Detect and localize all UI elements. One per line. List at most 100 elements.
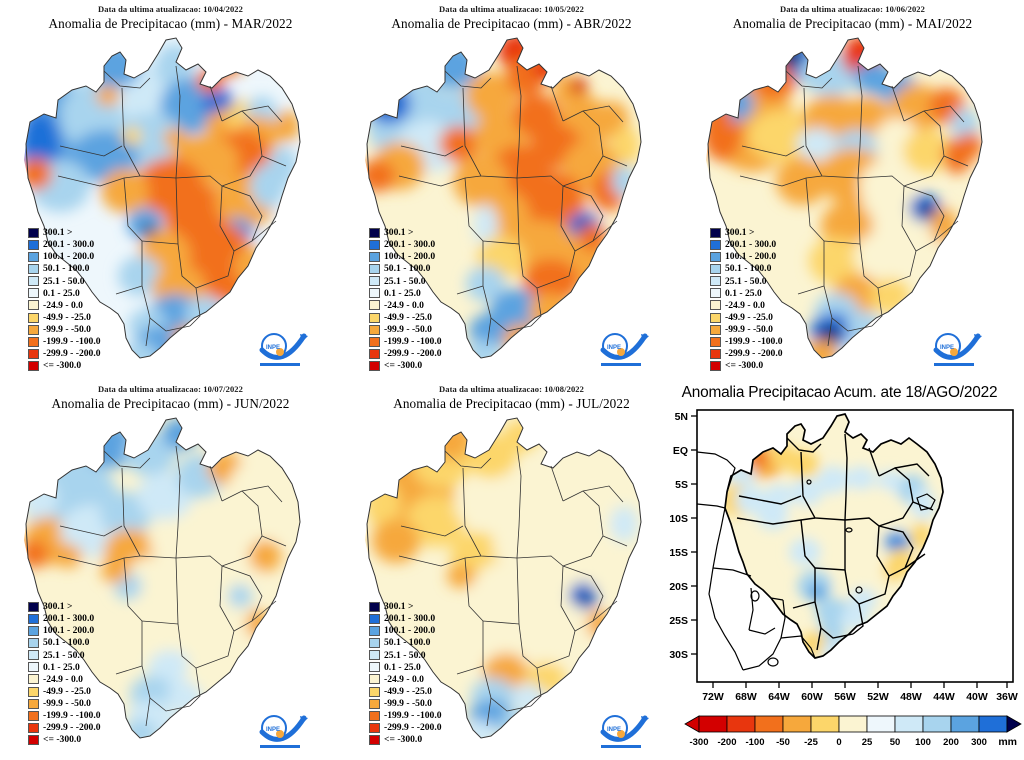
legend-row: -99.9 - -50.0 bbox=[710, 324, 838, 336]
legend-row: -199.9 - -100.0 bbox=[710, 336, 838, 348]
inpe-logo: INPE bbox=[593, 330, 655, 370]
legend-row: 100.1 - 200.0 bbox=[28, 625, 156, 637]
legend-row: 25.1 - 50.0 bbox=[710, 275, 838, 287]
legend-label: 0.1 - 25.0 bbox=[725, 287, 762, 299]
legend-row: 200.1 - 300.0 bbox=[369, 613, 497, 625]
xtick-label: 60W bbox=[801, 691, 823, 703]
legend-label: -24.9 - 0.0 bbox=[43, 299, 83, 311]
colorbar-tick: 0 bbox=[836, 737, 841, 748]
legend-row: 100.1 - 200.0 bbox=[710, 251, 838, 263]
legend-abr2022: 300.1 > 200.1 - 300.0 100.1 - 200.0 50.1… bbox=[369, 227, 497, 372]
legend-label: 0.1 - 25.0 bbox=[384, 287, 421, 299]
legend-label: -99.9 - -50.0 bbox=[384, 323, 432, 335]
legend-swatch bbox=[369, 240, 380, 251]
legend-label: -49.9 - -25.0 bbox=[384, 685, 432, 697]
legend-jun2022: 300.1 > 200.1 - 300.0 100.1 - 200.0 50.1… bbox=[28, 601, 156, 746]
legend-label: 100.1 - 200.0 bbox=[725, 251, 777, 263]
svg-text:INPE: INPE bbox=[266, 345, 280, 351]
panel-update-date: Data da ultima atualizacao: 10/07/2022 bbox=[98, 384, 243, 394]
inpe-logo: INPE bbox=[926, 330, 988, 370]
colorbar-tick: -300 bbox=[689, 737, 708, 748]
legend-swatch bbox=[369, 227, 380, 238]
colorbar-tick: -25 bbox=[804, 737, 818, 748]
legend-row: -49.9 - -25.0 bbox=[710, 312, 838, 324]
panel-acumulado-18ago2022: Anomalia Precipitacao Acum. ate 18/AGO/2… bbox=[655, 382, 1024, 760]
panel-jun2022: Data da ultima atualizacao: 10/07/2022 A… bbox=[0, 380, 341, 760]
legend-swatch bbox=[710, 288, 721, 299]
legend-label: 100.1 - 200.0 bbox=[43, 625, 95, 637]
legend-swatch bbox=[369, 650, 380, 661]
legend-row: 100.1 - 200.0 bbox=[28, 251, 156, 263]
map-abr2022[interactable] bbox=[341, 26, 682, 378]
legend-label: 25.1 - 50.0 bbox=[384, 649, 426, 661]
legend-swatch bbox=[28, 300, 39, 311]
legend-swatch bbox=[710, 227, 721, 238]
legend-label: 300.1 > bbox=[725, 227, 755, 239]
legend-row: -199.9 - -100.0 bbox=[369, 336, 497, 348]
map-jul2022[interactable] bbox=[341, 406, 682, 758]
legend-swatch bbox=[369, 601, 380, 612]
legend-swatch bbox=[369, 324, 380, 335]
xtick-label: 36W bbox=[996, 691, 1018, 703]
map-acumulado[interactable]: 5N EQ 5S 10S 15S 20S 25S 30S bbox=[655, 404, 1024, 704]
legend-swatch bbox=[28, 734, 39, 745]
legend-row: -99.9 - -50.0 bbox=[369, 698, 497, 710]
legend-swatch bbox=[28, 710, 39, 721]
legend-label: -299.9 - -200.0 bbox=[43, 722, 101, 734]
legend-row: 50.1 - 100.0 bbox=[710, 263, 838, 275]
legend-label: 100.1 - 200.0 bbox=[384, 625, 436, 637]
legend-row: <= -300.0 bbox=[28, 360, 156, 372]
colorbar-tick: 25 bbox=[862, 737, 873, 748]
legend-label: -99.9 - -50.0 bbox=[43, 697, 91, 709]
legend-row: 300.1 > bbox=[369, 227, 497, 239]
legend-swatch bbox=[28, 626, 39, 637]
panel-title: Anomalia de Precipitacao (mm) - JUL/2022 bbox=[393, 396, 630, 411]
legend-swatch bbox=[28, 288, 39, 299]
legend-label: 0.1 - 25.0 bbox=[384, 661, 421, 673]
xtick-label: 72W bbox=[702, 691, 724, 703]
legend-swatch bbox=[28, 698, 39, 709]
legend-row: <= -300.0 bbox=[369, 360, 497, 372]
legend-row: -199.9 - -100.0 bbox=[369, 710, 497, 722]
xtick-label: 64W bbox=[768, 691, 790, 703]
legend-mai2022: 300.1 > 200.1 - 300.0 100.1 - 200.0 50.1… bbox=[710, 227, 838, 372]
map-mai2022[interactable] bbox=[682, 26, 1023, 378]
legend-swatch bbox=[369, 252, 380, 263]
legend-label: -299.9 - -200.0 bbox=[725, 348, 783, 360]
legend-row: -49.9 - -25.0 bbox=[28, 686, 156, 698]
colorbar-unit: mm bbox=[998, 736, 1017, 748]
legend-label: 300.1 > bbox=[43, 601, 73, 613]
panel-title: Anomalia de Precipitacao (mm) - ABR/2022 bbox=[391, 16, 632, 31]
legend-label: -49.9 - -25.0 bbox=[725, 311, 773, 323]
legend-row: 200.1 - 300.0 bbox=[369, 239, 497, 251]
legend-swatch bbox=[28, 638, 39, 649]
legend-label: <= -300.0 bbox=[384, 734, 423, 746]
legend-row: 200.1 - 300.0 bbox=[710, 239, 838, 251]
legend-swatch bbox=[710, 240, 721, 251]
ytick-label: 15S bbox=[669, 547, 688, 559]
map-jun2022[interactable] bbox=[0, 406, 341, 758]
legend-row: 0.1 - 25.0 bbox=[28, 661, 156, 673]
legend-label: <= -300.0 bbox=[43, 360, 82, 372]
legend-label: 100.1 - 200.0 bbox=[384, 251, 436, 263]
legend-swatch bbox=[28, 601, 39, 612]
legend-row: 300.1 > bbox=[710, 227, 838, 239]
legend-swatch bbox=[369, 626, 380, 637]
panel-title: Anomalia de Precipitacao (mm) - MAR/2022 bbox=[48, 16, 293, 31]
map-mar2022[interactable] bbox=[0, 26, 341, 378]
legend-row: <= -300.0 bbox=[710, 360, 838, 372]
legend-swatch bbox=[710, 312, 721, 323]
legend-row: -24.9 - 0.0 bbox=[369, 299, 497, 311]
svg-text:INPE: INPE bbox=[940, 345, 954, 351]
legend-label: -49.9 - -25.0 bbox=[43, 311, 91, 323]
legend-label: 200.1 - 300.0 bbox=[43, 239, 95, 251]
legend-swatch bbox=[369, 638, 380, 649]
legend-row: -199.9 - -100.0 bbox=[28, 336, 156, 348]
panel-abr2022: Data da ultima atualizacao: 10/05/2022 A… bbox=[341, 0, 682, 380]
colorbar-acumulado: -300 -200 -100 -50 -25 0 25 50 100 200 3… bbox=[655, 712, 1024, 758]
inpe-logo: INPE bbox=[593, 712, 655, 752]
panel-mar2022: Data da ultima atualizacao: 10/04/2022 A… bbox=[0, 0, 341, 380]
legend-label: <= -300.0 bbox=[725, 360, 764, 372]
legend-row: 300.1 > bbox=[369, 601, 497, 613]
